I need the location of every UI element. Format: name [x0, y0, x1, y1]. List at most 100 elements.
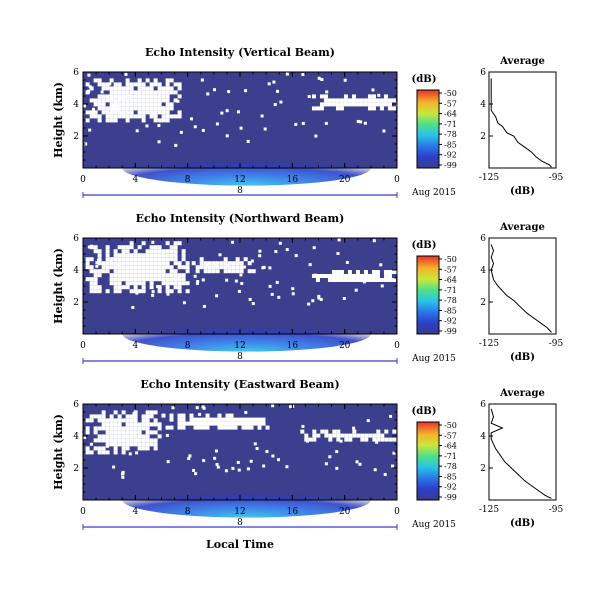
- no-data-cell: [105, 106, 110, 111]
- no-data-cell: [181, 413, 186, 418]
- no-data-cell: [181, 425, 186, 430]
- no-data-cell: [177, 289, 182, 294]
- date-label: Aug 2015: [411, 354, 456, 364]
- no-data-cell: [157, 249, 162, 254]
- no-data-cell: [85, 261, 90, 266]
- no-data-cell: [165, 285, 170, 290]
- no-data-speck: [116, 107, 120, 111]
- no-data-cell: [129, 269, 134, 274]
- no-data-cell: [93, 102, 98, 107]
- no-data-cell: [319, 106, 324, 111]
- no-data-cell: [93, 426, 98, 431]
- no-data-cell: [133, 273, 138, 278]
- no-data-cell: [105, 418, 110, 423]
- no-data-cell: [105, 249, 110, 254]
- no-data-cell: [157, 277, 162, 282]
- no-data-cell: [217, 413, 222, 418]
- no-data-cell: [239, 269, 244, 274]
- no-data-cell: [133, 285, 138, 290]
- no-data-cell: [145, 410, 150, 415]
- no-data-cell: [97, 106, 102, 111]
- no-data-cell: [375, 274, 380, 278]
- no-data-cell: [117, 86, 122, 91]
- no-data-cell: [327, 102, 332, 107]
- no-data-cell: [157, 261, 162, 266]
- no-data-cell: [145, 94, 150, 99]
- no-data-speck: [260, 114, 264, 118]
- no-data-cell: [125, 78, 130, 83]
- no-data-cell: [105, 430, 110, 435]
- colorbar-fill: [416, 421, 440, 501]
- colorbar-tick-label: -64: [444, 442, 457, 451]
- no-data-cell: [189, 413, 194, 418]
- no-data-speck: [153, 112, 157, 116]
- no-data-cell: [125, 249, 130, 254]
- no-data-cell: [105, 82, 110, 87]
- no-data-cell: [185, 261, 190, 266]
- no-data-speck: [317, 76, 321, 80]
- no-data-cell: [101, 265, 106, 270]
- no-data-cell: [125, 269, 130, 274]
- no-data-cell: [85, 265, 90, 270]
- no-data-cell: [133, 94, 138, 99]
- no-data-cell: [133, 253, 138, 258]
- no-data-cell: [165, 110, 170, 115]
- no-data-cell: [89, 110, 94, 115]
- no-data-cell: [351, 278, 356, 282]
- no-data-cell: [351, 98, 356, 103]
- no-data-cell: [153, 430, 158, 435]
- no-data-speck: [358, 462, 362, 466]
- no-data-speck: [277, 295, 281, 299]
- no-data-cell: [360, 433, 365, 438]
- no-data-cell: [117, 285, 122, 290]
- no-data-cell: [396, 437, 401, 442]
- no-data-speck: [224, 469, 228, 473]
- no-data-speck: [336, 252, 340, 256]
- no-data-cell: [372, 433, 377, 438]
- colorbar-tick-label: -78: [444, 130, 457, 139]
- no-data-cell: [173, 98, 178, 103]
- colorbar-tick-label: -85: [444, 140, 457, 149]
- no-data-cell: [387, 278, 392, 282]
- no-data-cell: [165, 281, 170, 286]
- no-data-cell: [324, 429, 329, 434]
- no-data-cell: [117, 277, 122, 282]
- no-data-cell: [253, 421, 258, 426]
- no-data-speck: [121, 475, 125, 479]
- no-data-cell: [85, 82, 90, 87]
- no-data-cell: [181, 421, 186, 426]
- no-data-cell: [173, 245, 178, 250]
- no-data-cell: [101, 110, 106, 115]
- no-data-cell: [205, 421, 210, 426]
- no-data-speck: [111, 104, 115, 108]
- no-data-cell: [121, 426, 126, 431]
- no-data-speck: [313, 273, 317, 277]
- x-tick-label: 12: [234, 341, 245, 351]
- no-data-cell: [129, 265, 134, 270]
- no-data-cell: [109, 118, 114, 123]
- no-data-cell: [311, 106, 316, 111]
- no-data-cell: [109, 414, 114, 419]
- colorbar-tick-label: -78: [444, 296, 457, 305]
- no-data-cell: [137, 86, 142, 91]
- no-data-cell: [161, 277, 166, 282]
- no-data-cell: [335, 274, 340, 278]
- no-data-cell: [367, 102, 372, 107]
- no-data-cell: [177, 273, 182, 278]
- no-data-cell: [93, 245, 98, 250]
- y-axis-label: Height (km): [52, 248, 65, 324]
- no-data-cell: [137, 434, 142, 439]
- no-data-speck: [356, 119, 360, 123]
- no-data-speck: [162, 265, 166, 269]
- no-data-cell: [113, 249, 118, 254]
- no-data-cell: [165, 98, 170, 103]
- no-data-cell: [125, 118, 130, 123]
- no-data-cell: [133, 265, 138, 270]
- no-data-cell: [101, 422, 106, 427]
- no-data-cell: [141, 418, 146, 423]
- colorbar-tick-label: -85: [444, 306, 457, 315]
- no-data-cell: [145, 86, 150, 91]
- no-data-cell: [113, 430, 118, 435]
- no-data-cell: [129, 106, 134, 111]
- no-data-speck: [117, 263, 121, 267]
